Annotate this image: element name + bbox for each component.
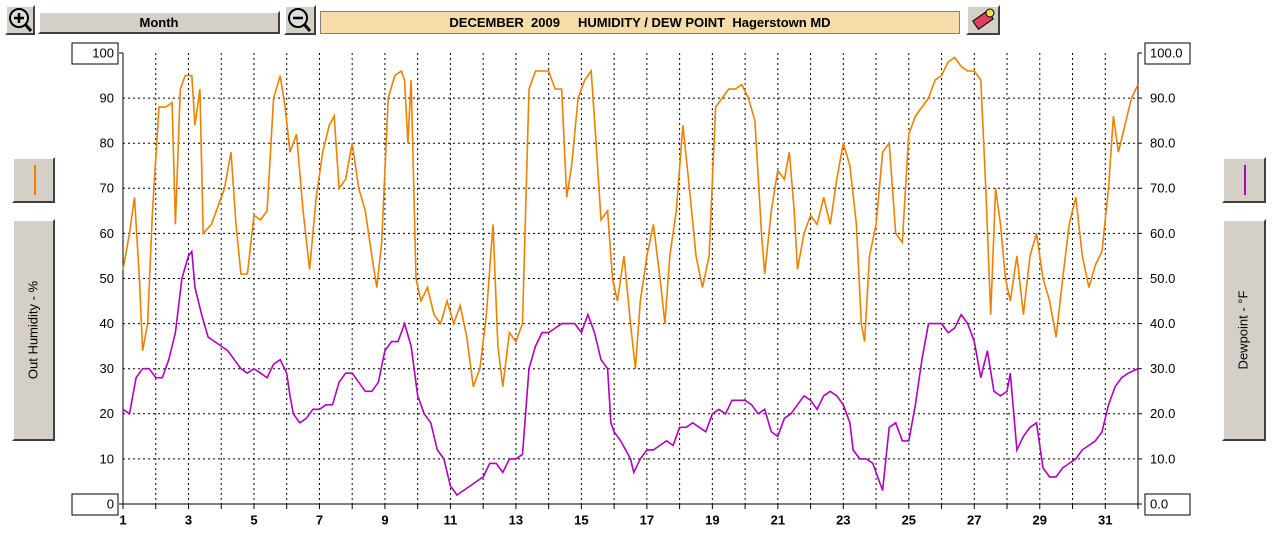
x-tick-label: 17 — [640, 512, 654, 527]
x-tick-label: 9 — [381, 512, 388, 527]
x-tick-label: 21 — [771, 512, 785, 527]
x-tick-label: 5 — [250, 512, 257, 527]
x-tick-label: 27 — [967, 512, 981, 527]
zoom-in-button[interactable] — [5, 5, 35, 35]
y2-tick-label: 50.0 — [1150, 271, 1175, 286]
y-tick-box — [71, 42, 119, 65]
y2-axis-label-button[interactable]: Dewpoint - °F — [1222, 219, 1266, 441]
dewpoint-swatch — [1244, 165, 1246, 195]
y2-tick-label: 40.0 — [1150, 316, 1175, 331]
x-tick-label: 23 — [836, 512, 850, 527]
y-tick-label: 90 — [100, 91, 114, 106]
y2-tick-label: 0.0 — [1150, 496, 1168, 511]
y2-tick-label: 30.0 — [1150, 361, 1175, 376]
y-tick-label: 0 — [107, 496, 114, 511]
y-tick-label: 70 — [100, 181, 114, 196]
y2-axis-label-box: Dewpoint - °F — [1235, 290, 1250, 369]
x-tick-label: 29 — [1033, 512, 1047, 527]
dewpoint-swatch-button[interactable] — [1222, 157, 1266, 203]
range-button[interactable]: Month — [38, 11, 280, 34]
y2-axis-label: Dewpoint - °F — [1235, 290, 1250, 369]
chart-title: DECEMBER 2009 HUMIDITY / DEW POINT Hager… — [320, 11, 960, 34]
y-axis-label-button[interactable]: Out Humidity - % — [12, 219, 55, 441]
y-axis-label-box: Out Humidity - % — [25, 280, 40, 379]
x-tick-label: 25 — [902, 512, 916, 527]
y-tick-label: 20 — [100, 406, 114, 421]
zoom-out-icon — [288, 8, 312, 32]
x-tick-label: 7 — [316, 512, 323, 527]
y-tick-label: 50 — [100, 271, 114, 286]
y-tick-label: 80 — [100, 136, 114, 151]
zoom-out-button[interactable] — [284, 5, 316, 35]
y-tick-label: 40 — [100, 316, 114, 331]
y-tick-box — [71, 493, 119, 516]
x-tick-label: 31 — [1098, 512, 1112, 527]
x-tick-label: 11 — [444, 512, 458, 527]
y2-tick-box — [1144, 42, 1191, 65]
data-line — [122, 56, 1139, 387]
eraser-button[interactable] — [966, 5, 1000, 35]
eraser-icon — [972, 8, 995, 30]
y-tick-label: 10 — [100, 451, 114, 466]
y-tick-label: 30 — [100, 361, 114, 376]
y2-tick-label: 70.0 — [1150, 181, 1175, 196]
x-tick-label: 13 — [509, 512, 523, 527]
x-tick-label: 1 — [119, 512, 126, 527]
y-axis-label: Out Humidity - % — [25, 280, 40, 379]
y2-tick-label: 20.0 — [1150, 406, 1175, 421]
y-tick-label: 60 — [100, 226, 114, 241]
zoom-in-icon — [9, 8, 33, 32]
y2-tick-label: 80.0 — [1150, 136, 1175, 151]
y2-tick-label: 100.0 — [1150, 45, 1183, 60]
x-tick-label: 19 — [705, 512, 719, 527]
humidity-swatch — [34, 165, 36, 195]
x-tick-label: 3 — [185, 512, 192, 527]
y2-tick-label: 60.0 — [1150, 226, 1175, 241]
x-tick-label: 15 — [574, 512, 588, 527]
y-tick-label: 100 — [92, 45, 114, 60]
data-line — [122, 249, 1139, 497]
y2-tick-label: 90.0 — [1150, 91, 1175, 106]
plot-area — [123, 53, 1138, 504]
y2-tick-box — [1144, 493, 1191, 516]
humidity-swatch-button[interactable] — [12, 157, 55, 203]
y2-tick-label: 10.0 — [1150, 451, 1175, 466]
